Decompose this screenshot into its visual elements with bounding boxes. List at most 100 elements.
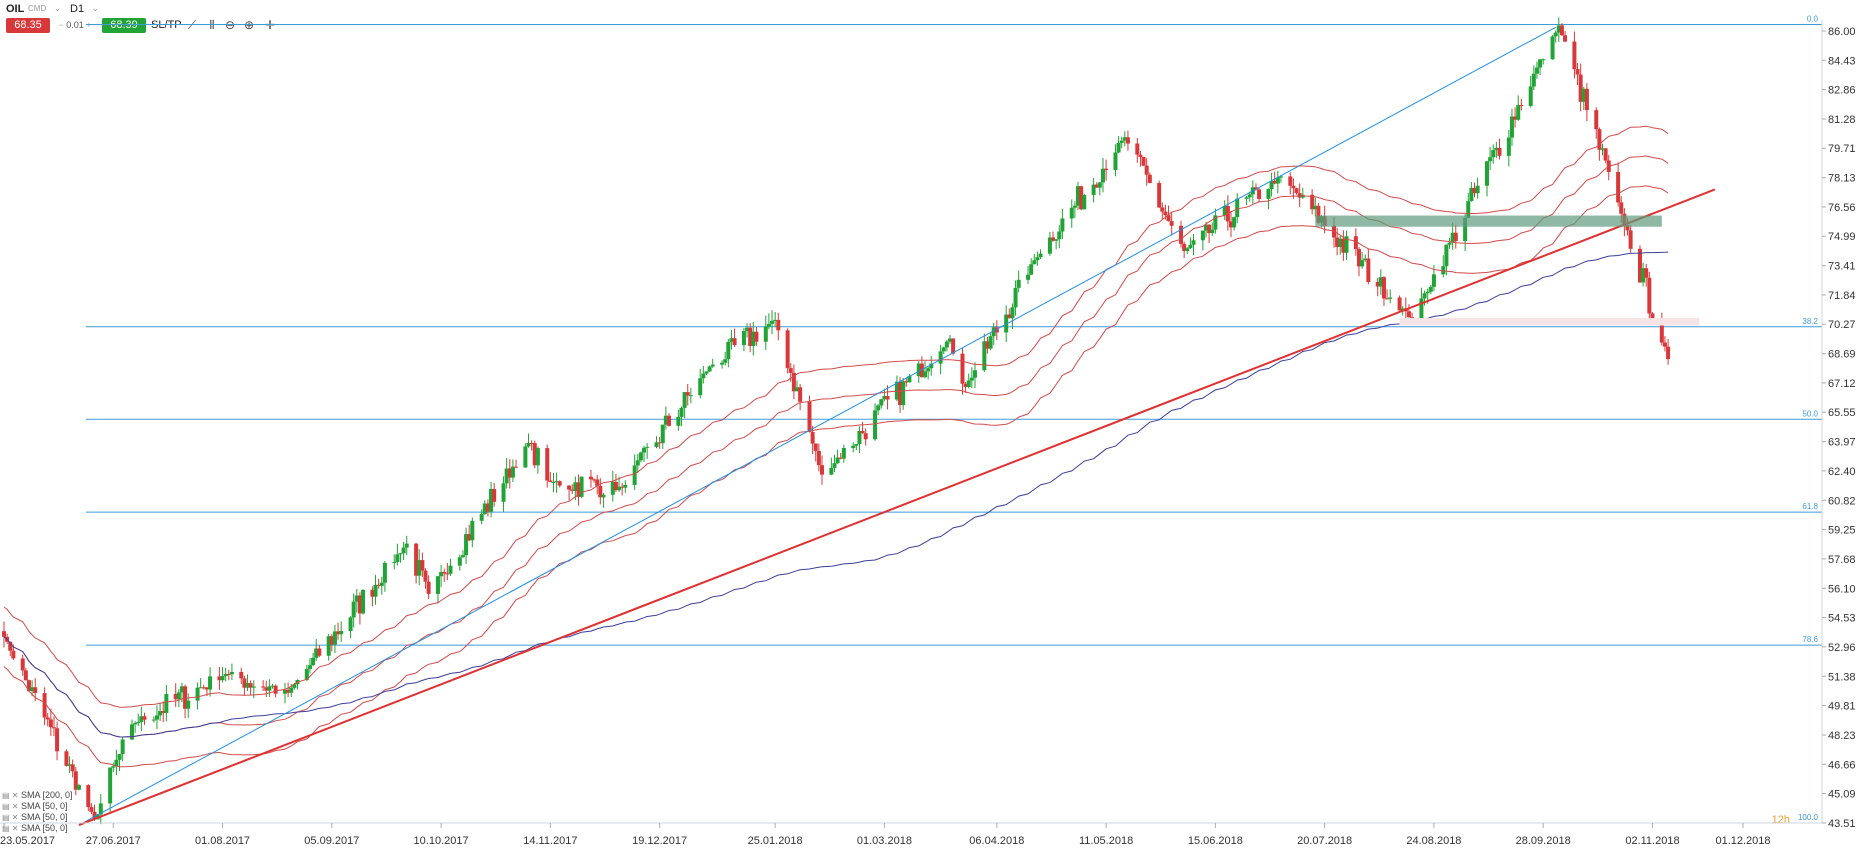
candle bbox=[1013, 280, 1018, 316]
settings-icon[interactable]: ▤ ✕ bbox=[2, 813, 19, 822]
candle bbox=[1447, 238, 1452, 249]
candle bbox=[248, 680, 253, 695]
quantity-value[interactable]: 0.01 bbox=[66, 20, 84, 30]
candle bbox=[45, 713, 50, 727]
legend-item[interactable]: ▤ ✕ SMA [200, 0] bbox=[2, 790, 73, 800]
buy-button[interactable]: 68.39 bbox=[102, 18, 146, 33]
candle bbox=[816, 443, 821, 472]
line-chart-icon[interactable]: ⟋ bbox=[187, 18, 197, 32]
candle bbox=[1235, 193, 1240, 224]
y-tick-label: 63.97 bbox=[1828, 437, 1856, 449]
timeframe-dropdown-chevron-icon[interactable]: ⌄ bbox=[92, 4, 99, 13]
x-tick-label: 14.11.2017 bbox=[523, 835, 577, 847]
candle bbox=[548, 472, 553, 483]
candle bbox=[773, 311, 778, 328]
candle bbox=[876, 404, 881, 415]
resistance-zone-rect[interactable] bbox=[1399, 318, 1700, 326]
candle bbox=[754, 327, 759, 346]
y-tick-label: 43.51 bbox=[1828, 818, 1856, 830]
candle bbox=[1428, 285, 1433, 295]
candle bbox=[1257, 187, 1262, 202]
x-tick-label: 25.01.2018 bbox=[748, 835, 803, 847]
candle bbox=[357, 592, 362, 625]
candle bbox=[551, 472, 556, 493]
symbol-dropdown-chevron-icon[interactable]: ⌄ bbox=[54, 4, 61, 13]
candle bbox=[201, 684, 206, 690]
zoom-out-icon[interactable]: ⊖ bbox=[224, 18, 236, 32]
candle bbox=[1360, 252, 1365, 269]
sma-200-line[interactable] bbox=[3, 251, 1669, 738]
settings-icon[interactable]: ▤ ✕ bbox=[2, 791, 19, 800]
candle bbox=[1338, 234, 1343, 255]
candle bbox=[1644, 263, 1649, 287]
y-tick-label: 78.13 bbox=[1828, 173, 1856, 185]
quantity-stepper[interactable]: − 0.01 + bbox=[55, 18, 95, 33]
y-tick-label: 67.12 bbox=[1828, 378, 1856, 390]
sma-50-line[interactable] bbox=[3, 155, 1669, 738]
settings-icon[interactable]: ▤ ✕ bbox=[2, 802, 19, 811]
candle bbox=[1385, 289, 1390, 300]
candle bbox=[1497, 138, 1502, 160]
candle bbox=[1247, 191, 1252, 202]
y-tick-label: 74.99 bbox=[1828, 231, 1856, 243]
candle bbox=[745, 323, 750, 338]
candle bbox=[592, 478, 597, 483]
candle bbox=[1207, 224, 1212, 244]
candle bbox=[1363, 254, 1368, 262]
candle bbox=[1534, 61, 1539, 79]
candles-icon[interactable]: ⫴ bbox=[209, 18, 215, 32]
candle bbox=[720, 360, 725, 369]
x-tick-label: 28.09.2018 bbox=[1516, 835, 1571, 847]
support-zone-rect[interactable] bbox=[1315, 215, 1662, 227]
candle bbox=[195, 682, 200, 710]
candle bbox=[1578, 63, 1583, 112]
candle bbox=[314, 639, 319, 661]
sltp-button[interactable]: SL/TP bbox=[151, 19, 182, 31]
candle bbox=[1210, 222, 1215, 236]
zoom-in-icon[interactable]: ⊕ bbox=[243, 18, 255, 32]
candle bbox=[48, 708, 53, 736]
candle bbox=[382, 560, 387, 592]
settings-icon[interactable]: ▤ ✕ bbox=[2, 824, 19, 833]
crosshair-icon[interactable]: ✛ bbox=[264, 18, 276, 32]
candle bbox=[1553, 30, 1558, 43]
candle bbox=[1509, 108, 1514, 146]
plus-icon[interactable]: + bbox=[86, 20, 92, 30]
candle bbox=[183, 684, 188, 719]
candle bbox=[941, 346, 946, 355]
candle bbox=[217, 666, 222, 690]
sma-50-line[interactable] bbox=[3, 185, 1669, 768]
candle bbox=[1069, 199, 1074, 228]
candle bbox=[907, 373, 912, 383]
legend-item[interactable]: ▤ ✕ SMA [50, 0] bbox=[2, 801, 68, 811]
symbol-label[interactable]: OIL bbox=[6, 3, 25, 15]
sma-50-line[interactable] bbox=[3, 125, 1669, 708]
candle bbox=[1541, 58, 1546, 65]
legend-item[interactable]: ▤ ✕ SMA [50, 0] bbox=[2, 812, 68, 822]
sell-button[interactable]: 68.35 bbox=[6, 18, 50, 33]
candle bbox=[1637, 245, 1642, 283]
y-tick-label: 86.00 bbox=[1828, 26, 1856, 38]
candle bbox=[595, 474, 600, 495]
blue-trend-line[interactable] bbox=[78, 26, 1556, 826]
timeframe-select[interactable]: D1 bbox=[70, 3, 85, 15]
candle bbox=[857, 426, 862, 453]
candle bbox=[164, 684, 169, 722]
candle bbox=[1222, 200, 1227, 220]
minus-icon[interactable]: − bbox=[58, 20, 64, 30]
candle bbox=[1144, 158, 1149, 186]
candle bbox=[264, 680, 269, 698]
candle bbox=[117, 753, 122, 771]
candle bbox=[785, 328, 790, 374]
candle bbox=[829, 457, 834, 476]
candle bbox=[1016, 270, 1021, 293]
candle bbox=[1353, 228, 1358, 256]
candle bbox=[1191, 233, 1196, 256]
y-tick-label: 46.66 bbox=[1828, 759, 1856, 771]
legend-item[interactable]: ▤ ✕ SMA [50, 0] bbox=[2, 823, 68, 833]
candle bbox=[685, 384, 690, 406]
candle bbox=[114, 749, 119, 776]
candle bbox=[1116, 136, 1121, 154]
red-trend-line[interactable] bbox=[78, 188, 1716, 826]
